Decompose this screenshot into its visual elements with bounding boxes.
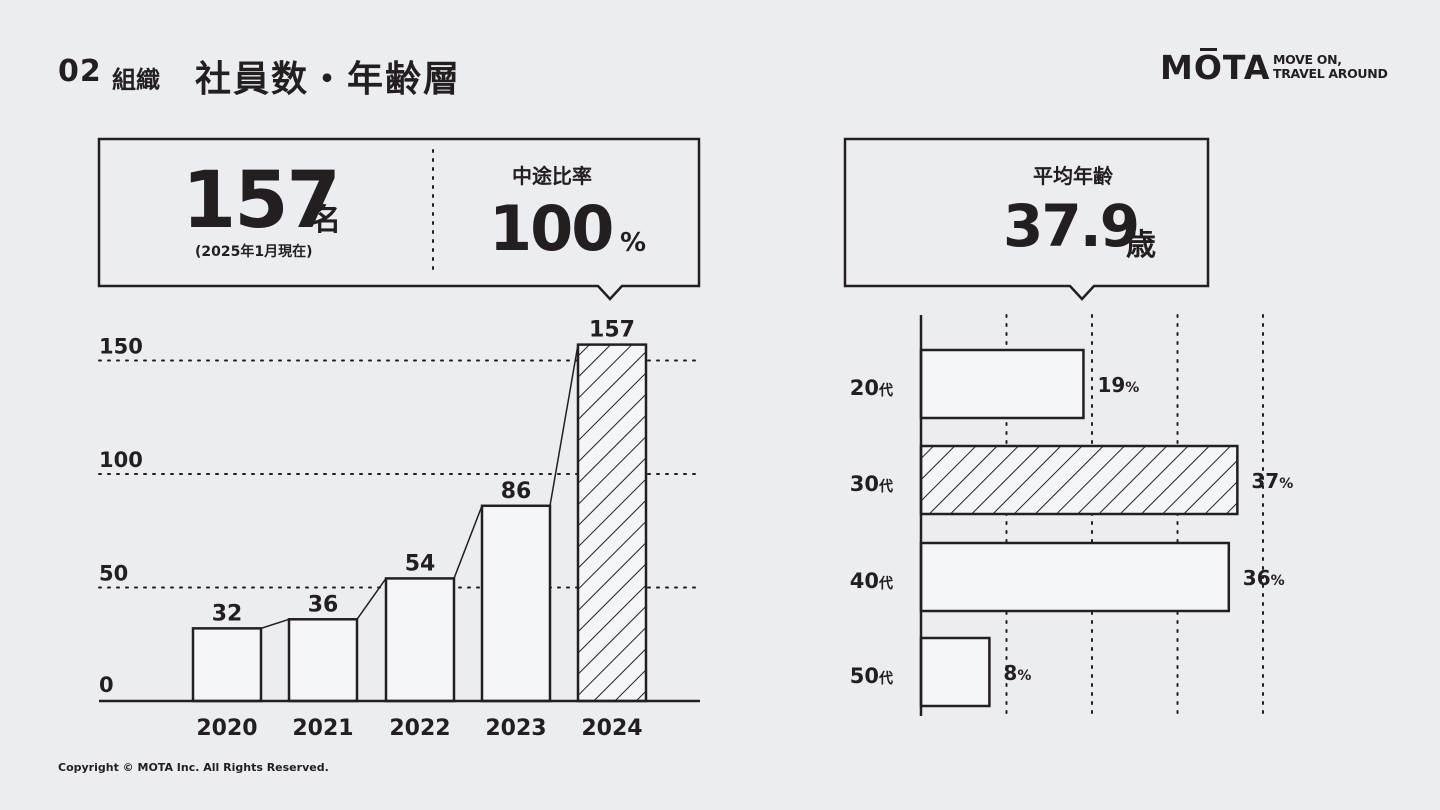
category-label: 50代 bbox=[850, 664, 893, 688]
section-label: 組織 bbox=[112, 66, 160, 94]
y-tick-label: 100 bbox=[99, 448, 143, 472]
bar bbox=[919, 348, 1085, 420]
copyright: Copyright © MOTA Inc. All Rights Reserve… bbox=[58, 761, 329, 774]
ratio-value: 100 bbox=[489, 192, 614, 265]
section-number: 02 bbox=[58, 54, 102, 89]
average-age-value: 37.9 bbox=[1003, 192, 1140, 260]
age-callout-frame bbox=[843, 137, 1210, 301]
bar bbox=[919, 444, 1239, 516]
mota-logo: MOTA bbox=[1160, 48, 1271, 87]
brand-tagline: MOVE ON, TRAVEL AROUND bbox=[1273, 53, 1388, 81]
bar-value-label: 37% bbox=[1251, 469, 1293, 493]
y-tick-label: 150 bbox=[99, 335, 143, 359]
bar-value-label: 36 bbox=[308, 592, 339, 617]
y-tick-label: 0 bbox=[99, 673, 114, 697]
connector-line bbox=[549, 344, 579, 506]
bar bbox=[287, 618, 359, 703]
average-age-label: 平均年齢 bbox=[1033, 164, 1113, 188]
category-label: 40代 bbox=[850, 569, 893, 593]
average-age-unit: 歳 bbox=[1126, 228, 1156, 263]
connector-line bbox=[260, 618, 290, 630]
bar-value-label: 157 bbox=[589, 318, 635, 343]
ratio-unit: % bbox=[620, 228, 647, 258]
connector-line bbox=[453, 505, 483, 579]
bar bbox=[480, 504, 552, 703]
employee-count: 157 bbox=[182, 156, 341, 246]
bar bbox=[919, 541, 1231, 613]
x-tick-label: 2020 bbox=[196, 716, 257, 741]
page-title: 社員数・年齢層 bbox=[195, 59, 462, 100]
bar-value-label: 36% bbox=[1243, 566, 1285, 590]
count-date-note: (2025年1月現在) bbox=[195, 244, 313, 260]
bar bbox=[191, 627, 263, 703]
tagline-line1: MOVE ON, bbox=[1273, 52, 1342, 67]
bar-value-label: 86 bbox=[501, 479, 532, 504]
employee-callout-frame bbox=[97, 137, 701, 301]
bar bbox=[919, 636, 991, 708]
x-tick-label: 2024 bbox=[581, 716, 642, 741]
bar bbox=[576, 343, 648, 703]
ratio-label: 中途比率 bbox=[512, 164, 592, 188]
bar-value-label: 19% bbox=[1097, 373, 1139, 397]
category-label: 30代 bbox=[850, 472, 893, 496]
employee-count-unit: 名 bbox=[311, 203, 341, 238]
category-label: 20代 bbox=[850, 376, 893, 400]
tagline-line2: TRAVEL AROUND bbox=[1273, 66, 1388, 81]
bar-value-label: 32 bbox=[212, 601, 243, 626]
bar-value-label: 8% bbox=[1003, 661, 1031, 685]
x-tick-label: 2022 bbox=[389, 716, 450, 741]
y-tick-label: 50 bbox=[99, 562, 128, 586]
bar-value-label: 54 bbox=[405, 551, 436, 576]
x-tick-label: 2023 bbox=[485, 716, 546, 741]
x-tick-label: 2021 bbox=[292, 716, 353, 741]
connector-line bbox=[356, 577, 387, 620]
